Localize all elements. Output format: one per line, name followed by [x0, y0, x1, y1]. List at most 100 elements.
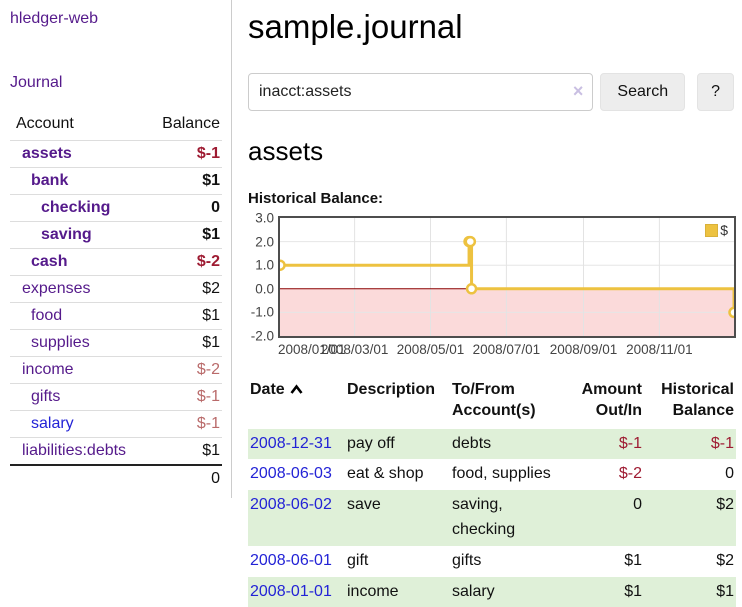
- register-row: 2008-01-01 income salary $1 $1: [248, 576, 736, 607]
- account-balance: $-1: [145, 410, 222, 438]
- transaction-date-link[interactable]: 2008-12-31: [250, 434, 332, 452]
- account-link[interactable]: income: [22, 361, 74, 378]
- sidebar: hledger-web Journal Account Balance asse…: [0, 0, 232, 498]
- account-cell: supplies: [10, 329, 146, 357]
- page-title: sample.journal: [248, 8, 463, 45]
- transaction-description: pay off: [347, 434, 395, 452]
- account-link[interactable]: liabilities:debts: [22, 442, 127, 459]
- accounts-total-value: 0: [145, 464, 222, 492]
- register-row: 2008-06-01 gift gifts $1 $2: [248, 546, 736, 577]
- account-cell: bank: [10, 167, 146, 195]
- chart-legend: $: [704, 222, 729, 238]
- series-label: $: [720, 222, 728, 238]
- account-link[interactable]: assets: [22, 145, 72, 162]
- clear-search-icon[interactable]: ×: [572, 81, 584, 101]
- account-balance: $1: [145, 221, 222, 249]
- account-row: salary $-1: [10, 410, 222, 438]
- nav-journal-link[interactable]: Journal: [10, 74, 63, 91]
- date-header-label: Date: [250, 381, 285, 398]
- transaction-balance: 0: [725, 465, 734, 483]
- search-box: ×: [248, 73, 594, 111]
- help-button[interactable]: ?: [697, 73, 734, 111]
- y-tick-label: 1.0: [255, 257, 274, 273]
- transaction-accounts: debts: [452, 434, 492, 452]
- transaction-date[interactable]: 2008-06-01: [248, 546, 345, 577]
- account-cell: saving: [10, 221, 146, 249]
- chart-canvas: [280, 218, 734, 336]
- account-cell: cash: [10, 248, 146, 276]
- app-brand-link[interactable]: hledger-web: [10, 10, 99, 27]
- account-cell: expenses: [10, 275, 146, 303]
- register-row: 2008-06-03 eat & shop food, supplies $-2 0: [248, 459, 736, 490]
- transaction-amount: $-2: [618, 465, 642, 483]
- account-row: gifts $-1: [10, 383, 222, 411]
- transaction-date-link[interactable]: 2008-06-01: [250, 551, 332, 569]
- account-link[interactable]: cash: [31, 253, 68, 270]
- transaction-balance: $1: [716, 582, 734, 600]
- y-tick-label: -2.0: [250, 328, 274, 344]
- account-balance: $1: [145, 437, 222, 466]
- transaction-description: income: [347, 582, 399, 600]
- column-header-accounts: To/From Account(s): [452, 381, 536, 419]
- register-row: 2008-06-02 save saving, checking 0 $2: [248, 490, 736, 546]
- chart-title: Historical Balance:: [248, 190, 384, 207]
- transaction-description: eat & shop: [347, 465, 424, 483]
- accounts-total-spacer: [10, 464, 146, 492]
- series-swatch-icon: [705, 223, 719, 237]
- account-link[interactable]: salary: [31, 415, 74, 432]
- account-link[interactable]: checking: [41, 199, 111, 216]
- account-row: saving $1: [10, 221, 222, 249]
- account-balance: $1: [145, 302, 222, 330]
- account-row: food $1: [10, 302, 222, 330]
- transaction-date-link[interactable]: 2008-01-01: [250, 582, 332, 600]
- account-row: checking 0: [10, 194, 222, 222]
- account-link[interactable]: gifts: [31, 388, 61, 405]
- account-link[interactable]: bank: [31, 172, 69, 189]
- accounts-table-header: Account Balance: [10, 112, 222, 141]
- y-tick-label: -1.0: [250, 304, 274, 320]
- transaction-date-link[interactable]: 2008-06-03: [250, 465, 332, 483]
- account-link[interactable]: saving: [41, 226, 92, 243]
- chart-plot-area[interactable]: $: [278, 216, 736, 338]
- account-link[interactable]: expenses: [22, 280, 91, 297]
- transaction-amount: $1: [624, 582, 642, 600]
- transaction-accounts: gifts: [452, 551, 482, 569]
- search-button[interactable]: Search: [600, 73, 686, 111]
- transaction-date[interactable]: 2008-12-31: [248, 429, 345, 460]
- account-link[interactable]: supplies: [31, 334, 90, 351]
- y-tick-label: 2.0: [255, 234, 274, 250]
- account-cell: income: [10, 356, 146, 384]
- x-tick-label: 2008/07/01: [472, 342, 541, 357]
- balance-column-header: Balance: [145, 112, 222, 141]
- account-cell: food: [10, 302, 146, 330]
- account-row: assets $-1: [10, 140, 222, 168]
- x-tick-label: 2008/05/01: [396, 342, 465, 357]
- y-tick-label: 0.0: [255, 281, 274, 297]
- x-tick-label: 2008/09/01: [549, 342, 618, 357]
- transaction-date[interactable]: 2008-06-03: [248, 459, 345, 490]
- column-header-date[interactable]: Date: [248, 378, 345, 429]
- accounts-total-row: 0: [10, 464, 222, 492]
- account-column-header: Account: [10, 112, 146, 141]
- account-row: cash $-2: [10, 248, 222, 276]
- account-heading: assets: [248, 136, 324, 166]
- account-balance: $-1: [145, 140, 222, 168]
- account-cell: assets: [10, 140, 146, 168]
- search-input[interactable]: [248, 73, 594, 111]
- chart-x-axis-labels: 2008/01/01 2008/03/01 2008/05/01 2008/07/01…: [248, 341, 734, 361]
- account-balance: $1: [145, 329, 222, 357]
- account-balance: $-2: [145, 356, 222, 384]
- search-row: × Search ?: [248, 73, 734, 111]
- accounts-table: Account Balance assets $-1 bank $1 checking 0…: [10, 112, 222, 492]
- account-link[interactable]: food: [31, 307, 63, 324]
- transaction-date[interactable]: 2008-06-02: [248, 490, 345, 546]
- column-header-description: Description: [347, 381, 436, 398]
- account-balance: $1: [145, 167, 222, 195]
- account-row: income $-2: [10, 356, 222, 384]
- transaction-date-link[interactable]: 2008-06-02: [250, 496, 332, 514]
- transaction-date[interactable]: 2008-01-01: [248, 577, 345, 607]
- historical-balance-chart[interactable]: 3.0 2.0 1.0 0.0 -1.0 -2.0 $ 2008/01/01 2008/03…: [248, 211, 736, 361]
- transaction-amount: $1: [624, 551, 642, 569]
- column-header-balance: Historical Balance: [661, 381, 734, 419]
